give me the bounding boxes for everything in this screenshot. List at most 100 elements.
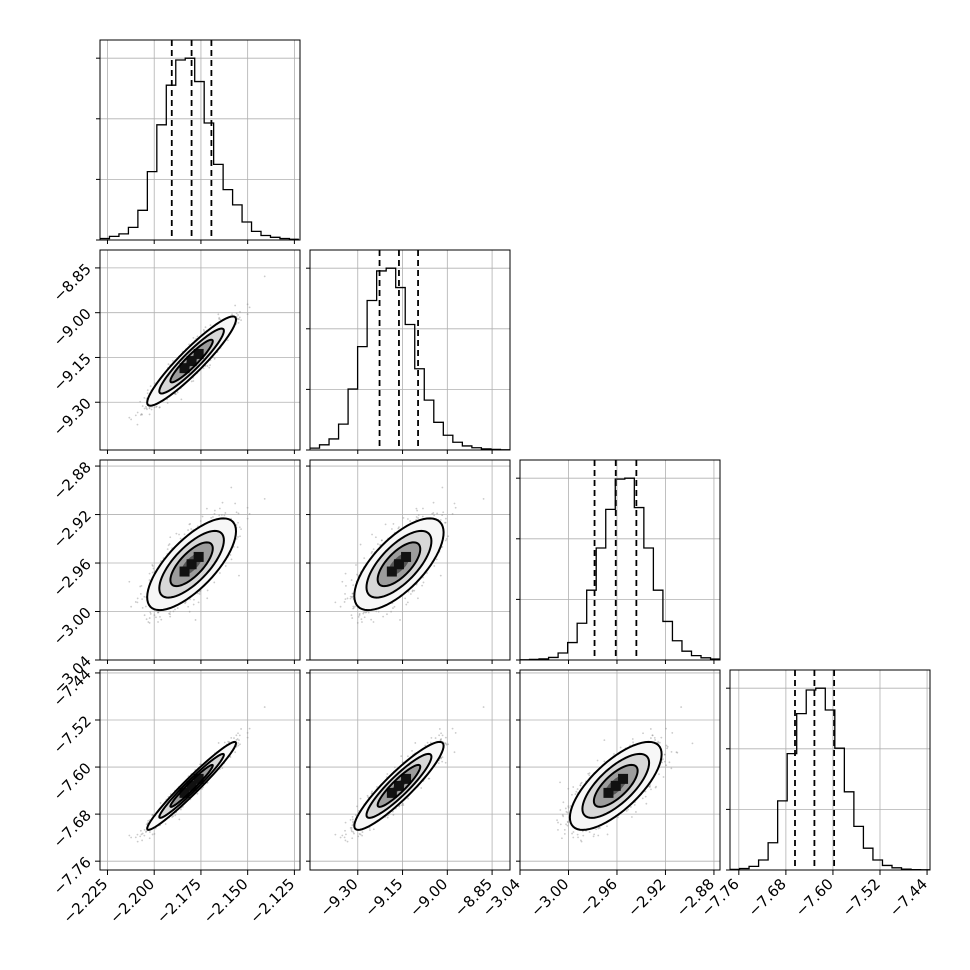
sample-point [139,400,142,403]
sample-point [160,618,163,621]
sample-point [202,329,205,331]
sample-point [351,592,354,595]
sample-point [409,520,412,522]
sample-point [238,316,241,319]
sample-point [194,619,197,621]
sample-point [174,392,177,395]
panel-frame [309,249,511,451]
sample-point [439,574,442,577]
sample-point [184,602,186,605]
histogram-bar [119,234,128,240]
sample-point [144,405,147,408]
sample-point [187,605,190,608]
sample-point [237,521,239,524]
sample-point [141,598,143,600]
sample-point [234,304,237,307]
sample-point [377,543,379,545]
sample-point [226,339,229,342]
sample-point [447,535,450,538]
sample-point [230,486,233,489]
sample-point [441,514,444,517]
sample-point [263,275,266,278]
sample-point [433,565,436,567]
sample-point [352,607,354,610]
sample-point [422,581,425,584]
histogram-bar [672,641,682,660]
sample-point [341,580,344,583]
sample-point [134,414,137,417]
histogram-bar [252,231,261,240]
sample-point [147,819,150,822]
sample-point [413,589,416,592]
sample-point [350,596,353,599]
sample-point [192,603,195,606]
sample-point [240,528,242,531]
contour-line [146,517,238,612]
sample-point [139,829,142,832]
sample-point [356,573,358,576]
sample-point [454,506,457,509]
sample-point [153,614,156,617]
contour-line [353,517,445,612]
sample-point [238,734,241,737]
sample-point [148,622,151,624]
sample-point [159,615,161,618]
sample-point [141,413,143,416]
sample-point [246,303,249,306]
sample-point [188,343,191,346]
sample-point [206,597,209,600]
sample-point [134,836,137,839]
sample-point [151,564,154,566]
sample-point [203,330,206,333]
sample-point [444,521,446,524]
sample-point [224,512,227,514]
panel-frame [519,459,721,661]
sample-point [372,621,375,623]
sample-point [209,364,211,367]
panel-content [100,670,300,870]
density-peak [179,566,190,577]
sample-point [219,572,221,574]
histogram-bar [377,271,387,450]
sample-point [149,611,152,614]
sample-point [205,507,208,510]
sample-point [370,618,373,621]
sample-point [176,607,179,609]
sample-point [158,406,161,409]
sample-point [426,572,428,574]
sample-point [141,405,144,407]
sample-point [436,512,439,515]
histogram-bar [863,848,873,870]
sample-point [235,511,238,514]
sample-point [153,833,156,835]
histogram-bar [367,300,377,450]
sample-point [136,840,139,843]
sample-point [187,529,189,531]
sample-point [157,621,159,623]
histogram-bar [453,442,463,450]
sample-point [220,514,223,516]
sample-point [417,514,420,516]
sample-point [151,571,154,574]
sample-point [367,611,370,614]
sample-point [422,507,424,510]
sample-point [358,613,361,615]
sample-point [239,310,241,313]
sample-point [144,605,147,608]
sample-point [409,593,412,595]
sample-point [140,833,143,836]
density-peak [179,363,190,374]
sample-point [231,313,233,316]
hist-panel-3 [516,459,721,661]
sample-point [223,741,226,744]
density-band [147,518,236,611]
scatter-panel-3-1 [99,459,301,661]
sample-point [411,590,414,593]
sample-point [218,316,221,319]
sample-point [153,406,156,409]
histogram-bar [424,400,434,450]
density-band [170,339,213,383]
histogram-bar [320,445,330,450]
histogram-bar [596,548,606,660]
sample-point [213,357,216,360]
